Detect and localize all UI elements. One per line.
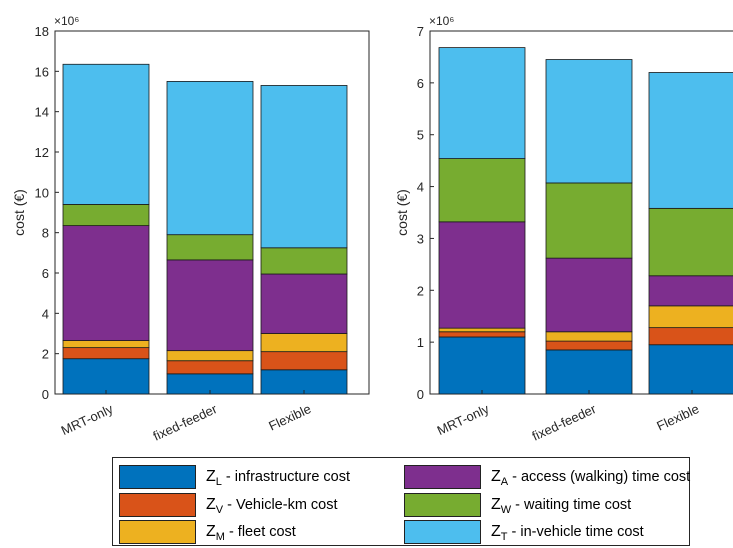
legend-label: - fleet cost	[228, 524, 296, 540]
legend-swatch	[404, 520, 481, 544]
y-tick-label: 2	[42, 347, 49, 362]
legend-symbol: Z	[206, 468, 216, 485]
legend-swatch	[119, 465, 196, 489]
bar-segment	[260, 273, 348, 334]
bar-segment	[438, 327, 526, 333]
x-tick-label: Flexible	[654, 401, 701, 434]
legend-symbol: Z	[206, 496, 216, 513]
bar-segment	[545, 340, 633, 351]
y-tick-label: 12	[35, 145, 49, 160]
bar-segment	[62, 63, 150, 205]
legend-swatch	[119, 493, 196, 517]
bar-segment	[648, 72, 733, 209]
legend-label: - Vehicle-km cost	[227, 497, 338, 513]
y-tick-label: 7	[417, 24, 424, 39]
bar-segment	[438, 158, 526, 223]
bar-segment	[545, 331, 633, 342]
bar-segment	[62, 340, 150, 349]
bar-segment	[62, 225, 150, 341]
bar-segment	[166, 234, 254, 261]
legend-label: - access (walking) time cost	[512, 469, 691, 485]
bar-segment	[648, 275, 733, 307]
y-tick-label: 4	[42, 306, 49, 321]
bar-segment	[166, 81, 254, 236]
y-axis-label: cost (€)	[11, 189, 27, 236]
y-tick-label: 4	[417, 180, 424, 195]
y-tick-label: 0	[417, 387, 424, 402]
legend-subscript: L	[215, 476, 222, 488]
legend-symbol: Z	[491, 523, 501, 540]
y-tick-label: 16	[35, 64, 49, 79]
y-tick-label: 14	[35, 105, 49, 120]
legend-label: - infrastructure cost	[225, 469, 350, 485]
x-tick-label: fixed-feeder	[530, 401, 599, 444]
x-tick-label: fixed-feeder	[151, 401, 220, 444]
bar-segment	[438, 336, 526, 395]
y-tick-label: 1	[417, 335, 424, 350]
legend-label: - waiting time cost	[515, 497, 632, 513]
bar-segment	[648, 207, 733, 277]
legend-symbol: Z	[206, 523, 216, 540]
legend-swatch	[404, 465, 481, 489]
y-tick-label: 6	[42, 266, 49, 281]
y-tick-label: 5	[417, 128, 424, 143]
bar-segment	[260, 247, 348, 275]
bar-segment	[166, 360, 254, 375]
bar-segment	[260, 351, 348, 371]
x-tick-label: MRT-only	[59, 401, 116, 438]
y-exponent-label: ×10⁶	[54, 14, 79, 28]
y-tick-label: 8	[42, 226, 49, 241]
legend-subscript: T	[500, 531, 508, 543]
bar-segment	[62, 204, 150, 227]
bar-segment	[166, 259, 254, 352]
legend-subscript: A	[500, 476, 509, 488]
bar-segment	[260, 85, 348, 249]
bar-segment	[545, 349, 633, 395]
y-tick-label: 0	[42, 387, 49, 402]
bar-segment	[545, 182, 633, 259]
bar-segment	[438, 221, 526, 329]
bar-segment	[545, 257, 633, 333]
bar-segment	[62, 358, 150, 395]
bar-segment	[62, 347, 150, 360]
legend-symbol: Z	[491, 496, 501, 513]
legend-subscript: W	[500, 504, 512, 516]
legend-subscript: M	[215, 531, 225, 543]
bar-segment	[438, 47, 526, 159]
x-tick-label: MRT-only	[435, 401, 492, 438]
y-tick-label: 2	[417, 283, 424, 298]
bar-segment	[648, 305, 733, 329]
y-axis-label: cost (€)	[394, 189, 410, 236]
bar-segment	[166, 350, 254, 362]
bar-segment	[545, 59, 633, 184]
bar-segment	[438, 331, 526, 338]
legend-label: - in-vehicle time cost	[511, 524, 644, 540]
bar-segment	[648, 344, 733, 395]
legend-symbol: Z	[491, 468, 501, 485]
y-tick-label: 6	[417, 76, 424, 91]
bar-segment	[648, 327, 733, 346]
y-tick-label: 10	[35, 185, 49, 200]
y-exponent-label: ×10⁶	[429, 14, 454, 28]
x-tick-label: Flexible	[266, 401, 313, 434]
bar-segment	[260, 333, 348, 353]
y-tick-label: 18	[35, 24, 49, 39]
y-tick-label: 3	[417, 231, 424, 246]
legend-swatch	[404, 493, 481, 517]
legend-subscript: V	[215, 504, 224, 516]
legend-swatch	[119, 520, 196, 544]
